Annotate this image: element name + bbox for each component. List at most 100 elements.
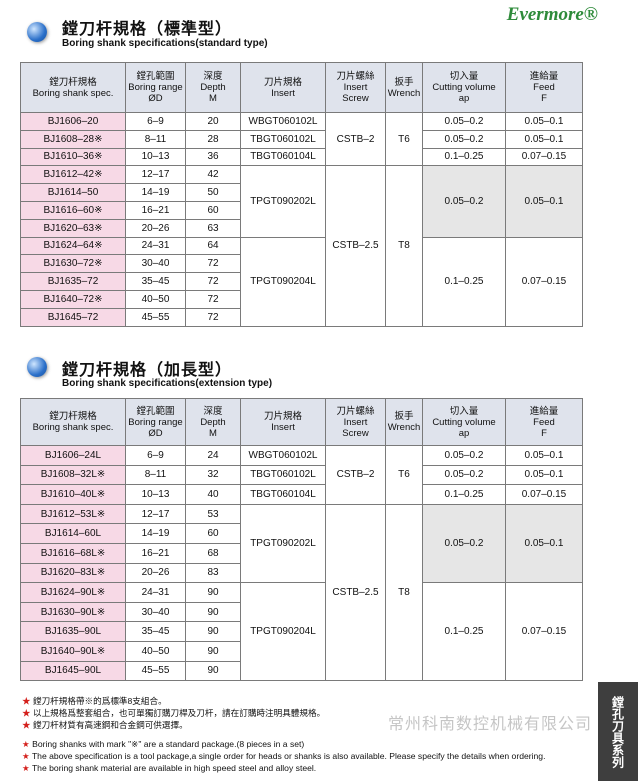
table-cell: 50 bbox=[185, 183, 241, 202]
table-cell: 0.05–0.1 bbox=[505, 503, 583, 584]
table-row: BJ1635–72 35–45 72 bbox=[20, 272, 583, 291]
table-cell: 36 bbox=[185, 147, 241, 167]
header-line: ØD bbox=[148, 93, 163, 104]
header-cell: 深度 Depth M bbox=[185, 398, 241, 446]
watermark: 常州科南数控机械有限公司 bbox=[388, 714, 593, 733]
header-row: 鏜刀杆規格 Boring shank spec. 鏜孔範圍 Boring range Ø… bbox=[20, 62, 583, 113]
table-cell: 24 bbox=[185, 445, 241, 466]
table-cell: 10–13 bbox=[125, 484, 186, 505]
table-cell: 0.07–0.15 bbox=[505, 147, 583, 167]
header-line: Feed bbox=[533, 416, 555, 428]
table-cell: BJ1640–72※ bbox=[20, 289, 126, 309]
table-row: BJ1614–50 14–19 50 bbox=[20, 183, 583, 202]
table-cell: BJ1610–36※ bbox=[20, 147, 126, 167]
table-cell: 20 bbox=[185, 112, 241, 131]
header-cell: 扳手 Wrench bbox=[385, 62, 423, 113]
header-cell: 切入量 Cutting volume ap bbox=[422, 398, 506, 446]
table-cell: BJ1608–28※ bbox=[20, 129, 126, 149]
section-title: 鏜刀杆規格（標準型） bbox=[62, 19, 233, 38]
table-cell: 0.05–0.1 bbox=[505, 445, 583, 466]
header-cell: 刀片規格 Insert bbox=[240, 398, 326, 446]
table-row: BJ1620–63※ 20–26 63 bbox=[20, 218, 583, 238]
header-line: F bbox=[541, 427, 547, 439]
table-cell: WBGT060102L bbox=[240, 445, 326, 466]
table-cell: 90 bbox=[185, 621, 241, 642]
header-line: 進給量 bbox=[529, 405, 559, 417]
note: 鏜刀杆材質有高速鋼和合金鋼可供選擇。 bbox=[22, 719, 545, 731]
table-cell: 0.05–0.1 bbox=[505, 129, 583, 149]
header-cell: 進給量 Feed F bbox=[505, 62, 583, 113]
header-line: Boring range bbox=[128, 416, 183, 428]
header-cell: 鏜刀杆規格 Boring shank spec. bbox=[20, 398, 126, 446]
header-line: Insert bbox=[271, 87, 295, 99]
table-cell: BJ1645–72 bbox=[20, 307, 126, 327]
header-line: Insert bbox=[271, 422, 295, 433]
table-cell: BJ1635–90L bbox=[20, 621, 126, 642]
table-cell: 14–19 bbox=[125, 183, 186, 202]
table-row: BJ1640–90L※ 40–50 90 bbox=[20, 640, 583, 662]
table-cell: BJ1624–90L※ bbox=[20, 582, 126, 603]
table-cell: TPGT090202L bbox=[240, 503, 326, 584]
note: Boring shanks with mark "※" are a standa… bbox=[22, 738, 545, 750]
table-cell: 90 bbox=[185, 601, 241, 623]
bullet bbox=[27, 357, 47, 377]
table-cell: 8–11 bbox=[125, 129, 186, 149]
header-cell: 鏜孔範圍 Boring range ØD bbox=[125, 398, 186, 446]
table-cell: 60 bbox=[185, 523, 241, 544]
table-cell: 24–31 bbox=[125, 236, 186, 256]
note: The boring shank material are available … bbox=[22, 762, 545, 774]
table-row: BJ1606–24L 6–9 24 WBGT060102L CSTB–2 T6 0.05–0… bbox=[20, 445, 583, 505]
section-subtitle: Boring shank specifications(standard typ… bbox=[62, 38, 268, 49]
header-line: Wrench bbox=[387, 87, 421, 99]
header-cell: 刀片螺絲 Insert Screw bbox=[325, 398, 386, 446]
table-row: BJ1645–90L 45–55 90 bbox=[20, 660, 583, 682]
table-cell: BJ1620–63※ bbox=[20, 218, 126, 238]
table-cell: 40–50 bbox=[125, 289, 186, 309]
table-cell: TBGT060104L bbox=[240, 147, 326, 167]
table-cell: 0.05–0.2 bbox=[422, 112, 506, 131]
spec-table: 鏜刀杆規格 Boring shank spec. 鏜孔範圍 Boring range Ø… bbox=[20, 62, 583, 327]
table-row: BJ1608–32L※ 8–11 32 TBGT060102L 0.05–0.2 0.05… bbox=[20, 464, 583, 486]
table-cell: 30–40 bbox=[125, 601, 186, 623]
table-cell: 35–45 bbox=[125, 621, 186, 642]
table-cell: BJ1612–53L※ bbox=[20, 503, 126, 525]
table-cell: T6 bbox=[385, 111, 423, 167]
table-cell: BJ1614–50 bbox=[20, 183, 126, 202]
table-cell: 72 bbox=[185, 272, 241, 291]
header-line: Depth bbox=[200, 416, 226, 428]
table-cell: BJ1624–64※ bbox=[20, 236, 126, 256]
table-row: BJ1610–40L※ 10–13 40 TBGT060104L 0.1–0.25 0.0… bbox=[20, 484, 583, 505]
header-line: 進給量 bbox=[529, 71, 559, 82]
header-line: 刀片螺絲 bbox=[336, 71, 375, 82]
table-row: BJ1620–83L※ 20–26 83 bbox=[20, 562, 583, 584]
note: 鏜刀杆規格帶※的爲標準8支組合。 bbox=[22, 695, 545, 707]
header-line: Cutting volume bbox=[432, 416, 496, 428]
table-cell: T6 bbox=[385, 445, 423, 505]
table-cell: 0.07–0.15 bbox=[505, 484, 583, 505]
table-cell: 0.05–0.1 bbox=[505, 464, 583, 486]
table-cell: BJ1616–68L※ bbox=[20, 542, 126, 564]
header-line: M bbox=[209, 93, 217, 104]
header-line: 深度 bbox=[203, 405, 223, 417]
header-line: 鏜刀杆規格 bbox=[49, 411, 97, 422]
table-cell: 14–19 bbox=[125, 523, 186, 544]
table-row: BJ1624–64※ 24–31 64 TPGT090204L 0.1–0.25 0.07… bbox=[20, 236, 583, 327]
table-cell: 16–21 bbox=[125, 200, 186, 220]
table-cell: 90 bbox=[185, 640, 241, 662]
table-cell: TPGT090204L bbox=[240, 582, 326, 682]
table-cell: 72 bbox=[185, 254, 241, 274]
table-cell: BJ1620–83L※ bbox=[20, 562, 126, 584]
table-cell: 0.05–0.2 bbox=[422, 503, 506, 584]
table-row: BJ1640–72※ 40–50 72 bbox=[20, 289, 583, 309]
header-line: F bbox=[541, 93, 547, 104]
header-line: Screw bbox=[342, 427, 369, 439]
table-row: BJ1612–42※ 12–17 42 TPGT090202L CSTB–2.5 T8 0.… bbox=[20, 165, 583, 327]
table-cell: BJ1640–90L※ bbox=[20, 640, 126, 662]
table-cell: BJ1630–90L※ bbox=[20, 601, 126, 623]
table-row: BJ1645–72 45–55 72 bbox=[20, 307, 583, 327]
header-cell: 刀片規格 Insert bbox=[240, 62, 326, 113]
header-line: Boring shank spec. bbox=[32, 422, 114, 433]
table-row: BJ1608–28※ 8–11 28 TBGT060102L 0.05–0.2 0.05–… bbox=[20, 129, 583, 149]
header-line: 扳手 bbox=[394, 411, 414, 422]
